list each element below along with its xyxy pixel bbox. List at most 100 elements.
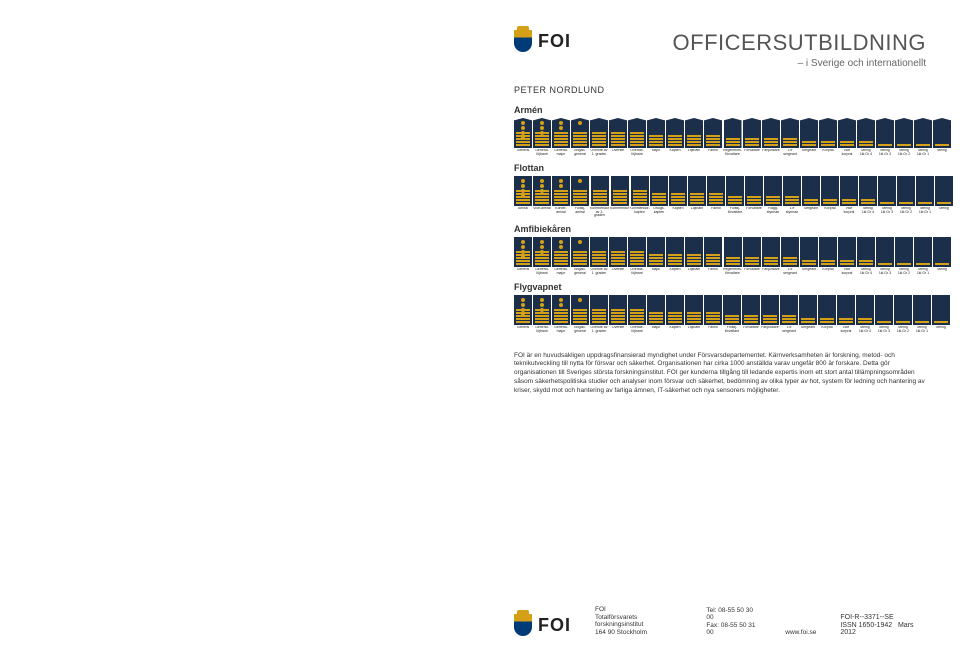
brand-text: FOI <box>538 31 571 52</box>
rank-patch <box>704 237 722 267</box>
rank-badge: Kapten <box>669 176 687 219</box>
rank-patch <box>571 237 589 267</box>
rank-badge: Kommendör <box>610 176 629 219</box>
rank-label: Fänrik <box>711 207 721 211</box>
rank-badge: Menig 1kl.Gr 2 <box>894 295 912 334</box>
rank-badge: General <box>514 118 532 157</box>
footer-org2: Totalförsvarets forskningsinstitut <box>595 614 682 628</box>
rank-label: Menig 1kl.Gr 1 <box>913 326 931 334</box>
section-label: Flygvapnet <box>514 282 926 292</box>
rank-patch <box>609 118 627 148</box>
section-label: Armén <box>514 105 926 115</box>
rank-patch <box>514 237 532 267</box>
rank-patch <box>704 295 722 325</box>
rank-patch <box>533 118 551 148</box>
crest-icon <box>514 30 532 52</box>
rank-badge: Överste av 1. graden <box>590 295 608 334</box>
rank-patch <box>838 118 856 148</box>
rank-patch <box>932 295 950 325</box>
rank-patch <box>818 295 836 325</box>
rank-patch <box>819 118 837 148</box>
rank-patch <box>707 176 725 206</box>
rank-badge: Menig 1kl.Gr 3 <box>875 295 893 334</box>
crest-icon <box>514 614 532 636</box>
rank-badge: 1:e sergeant <box>781 237 799 276</box>
rank-badge: Överste <box>609 118 627 157</box>
rank-badge: Flottilj-förvaltare <box>723 295 741 334</box>
rank-badge: Överste-löjtnant <box>628 118 646 157</box>
insignia-sections: Armén GeneralGeneral-löjtnantGeneral-majo… <box>514 105 926 334</box>
rank-label: Överste-löjtnant <box>628 326 646 334</box>
rank-label: Kommendör <box>610 207 629 211</box>
rank-patch <box>552 295 570 325</box>
rank-patch <box>647 295 665 325</box>
rank-patch <box>895 237 913 267</box>
rank-patch <box>742 295 760 325</box>
rank-label: Amiral <box>518 207 528 211</box>
rank-badge: Fänrik <box>704 237 722 276</box>
rank-label: Överste <box>612 149 624 153</box>
footer-fax: Fax: 08-55 50 31 00 <box>706 622 761 636</box>
rank-patch <box>743 118 761 148</box>
rank-label: Fanjunkare <box>762 149 780 153</box>
rank-badge: Menig <box>933 237 951 276</box>
rank-label: Major <box>652 326 661 330</box>
rank-badge: Överste <box>609 237 627 276</box>
rank-label: Menig <box>937 149 947 153</box>
rank-badge: Menig 1kl.Gr 3 <box>876 118 894 157</box>
title-block: OFFICERSUTBILDNING – i Sverige och inter… <box>673 30 926 69</box>
rank-label: Korpral <box>822 149 833 153</box>
rank-badge: Överste-löjtnant <box>628 295 646 334</box>
rank-badge: Menig <box>932 295 950 334</box>
rank-patch <box>650 176 668 206</box>
rank-label: Menig 1kl.Gr 2 <box>894 326 912 334</box>
rank-badge: Menig 1kl.Gr 1 <box>913 295 931 334</box>
rank-label: Korpral <box>824 207 835 211</box>
rank-label: Menig 1kl.Gr 4 <box>857 268 875 276</box>
rank-label: Menig 1kl.Gr 3 <box>876 268 894 276</box>
rank-label: Korpral <box>821 326 832 330</box>
rank-patch <box>609 237 627 267</box>
rank-patch <box>533 176 551 206</box>
rank-label: Major <box>652 268 661 272</box>
rank-badge: Menig 1kl.Gr 4 <box>857 118 875 157</box>
insignia-row: GeneralGeneral-löjtnantGeneral-majorBrig… <box>514 237 926 276</box>
page-title: OFFICERSUTBILDNING <box>673 30 926 56</box>
rank-patch <box>628 237 646 267</box>
author: PETER NORDLUND <box>514 85 926 95</box>
rank-label: Menig 1kl.Gr 4 <box>856 326 874 334</box>
rank-label: Kapten <box>669 149 680 153</box>
rank-badge: Kapten <box>666 118 684 157</box>
rank-label: Flottilj-förvaltare <box>723 326 741 334</box>
rank-label: Fanjunkare <box>762 268 780 272</box>
rank-badge: Major <box>647 295 665 334</box>
rank-patch <box>875 295 893 325</box>
footer-org1: FOI <box>595 606 682 613</box>
page-subtitle: – i Sverige och internationellt <box>673 58 926 69</box>
rank-patch <box>726 176 744 206</box>
rank-label: Överste av 1. graden <box>590 326 608 334</box>
rank-label: Kapten <box>672 207 683 211</box>
rank-patch <box>800 237 818 267</box>
rank-patch <box>724 118 742 148</box>
rank-label: Flagg-styrman <box>764 207 782 215</box>
rank-badge: Vice korpral <box>838 237 856 276</box>
section-label: Flottan <box>514 163 926 173</box>
rank-patch <box>876 118 894 148</box>
rank-patch <box>819 237 837 267</box>
rank-label: Vice korpral <box>838 268 856 276</box>
rank-patch <box>781 237 799 267</box>
rank-label: Vice korpral <box>840 207 858 215</box>
rank-label: 1:e sergeant <box>780 326 798 334</box>
rank-label: Regements-förvaltare <box>723 268 742 276</box>
rank-badge: Kapten <box>666 295 684 334</box>
rank-badge: Sergeant <box>800 237 818 276</box>
rank-label: Kommendör av 1. graden <box>590 207 609 219</box>
rank-patch <box>514 118 532 148</box>
rank-patch <box>688 176 706 206</box>
rank-label: Korpral <box>822 268 833 272</box>
rank-badge: Menig <box>935 176 953 219</box>
header: FOI OFFICERSUTBILDNING – i Sverige och i… <box>514 30 926 69</box>
rank-patch <box>571 118 589 148</box>
rank-label: Brigad-general <box>571 326 589 334</box>
